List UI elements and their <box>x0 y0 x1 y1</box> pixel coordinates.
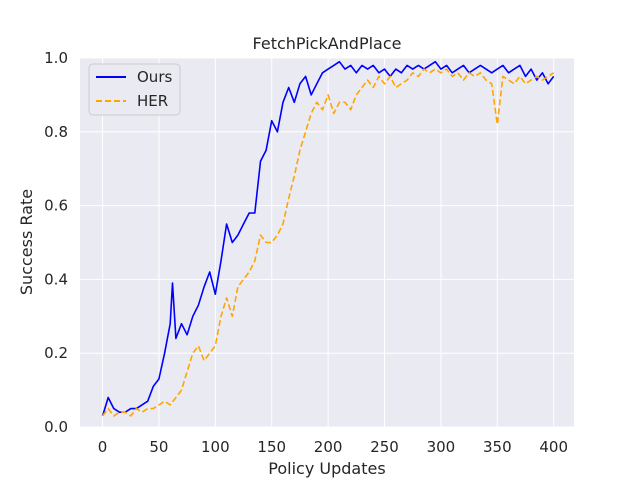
y-axis-ticks: 0.0 0.2 0.4 0.6 0.8 1.0 <box>44 49 68 436</box>
x-tick-label: 150 <box>257 438 286 456</box>
legend-label-ours: Ours <box>137 68 172 86</box>
chart-title: FetchPickAndPlace <box>253 34 402 53</box>
x-tick-label: 100 <box>201 438 230 456</box>
y-tick-label: 0.8 <box>44 123 68 141</box>
y-tick-label: 0.4 <box>44 270 68 288</box>
x-tick-label: 350 <box>483 438 512 456</box>
x-tick-label: 400 <box>539 438 568 456</box>
x-tick-label: 200 <box>314 438 343 456</box>
y-tick-label: 0.2 <box>44 344 68 362</box>
y-tick-label: 0.6 <box>44 197 68 215</box>
series-line-ours <box>101 60 555 417</box>
legend: Ours HER <box>88 63 181 116</box>
x-axis-ticks: 0 50 100 150 200 250 300 350 400 <box>98 438 568 456</box>
x-tick-label: 50 <box>149 438 168 456</box>
x-tick-label: 0 <box>98 438 108 456</box>
series-line-her <box>101 68 555 417</box>
x-axis-label: Policy Updates <box>268 459 385 478</box>
y-axis-label: Success Rate <box>17 189 36 295</box>
y-tick-label: 1.0 <box>44 49 68 67</box>
legend-label-her: HER <box>137 92 168 110</box>
x-tick-label: 300 <box>427 438 456 456</box>
x-tick-label: 250 <box>370 438 399 456</box>
y-tick-label: 0.0 <box>44 418 68 436</box>
series-lines <box>101 60 555 417</box>
